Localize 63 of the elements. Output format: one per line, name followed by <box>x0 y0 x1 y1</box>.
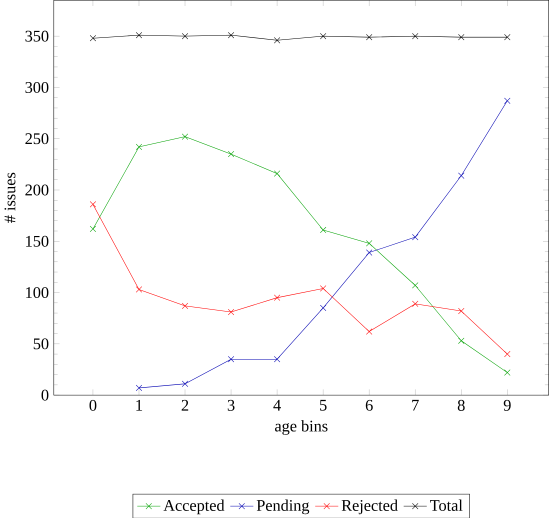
x-tick-label: 5 <box>320 400 327 410</box>
point <box>366 34 372 40</box>
x-axis-title: age bins <box>275 420 328 435</box>
y-tick-label: 0 <box>42 389 48 400</box>
y-tick-label: 300 <box>25 82 48 93</box>
point <box>458 308 464 314</box>
point <box>412 234 418 240</box>
point <box>320 226 326 233</box>
x-tick-label: 2 <box>182 400 188 410</box>
point <box>136 286 142 292</box>
legend-label: Rejected <box>342 499 398 514</box>
x-tick-label: 6 <box>366 400 373 411</box>
point <box>504 350 510 357</box>
point <box>228 356 234 362</box>
point <box>412 32 418 40</box>
legend-label: Pending <box>256 499 310 514</box>
x-tick-label: 1 <box>136 400 142 410</box>
point <box>90 34 96 42</box>
y-axis-title: # issues <box>4 172 16 223</box>
point <box>504 369 510 376</box>
point <box>136 32 142 38</box>
point <box>458 172 464 179</box>
point <box>136 384 142 391</box>
y-tick-label: 150 <box>26 236 48 247</box>
point <box>228 150 234 158</box>
x-tick-label: 9 <box>504 400 511 411</box>
x-tick-label: 8 <box>458 400 465 411</box>
point <box>504 97 510 104</box>
point <box>412 282 418 288</box>
point <box>274 294 280 301</box>
point <box>274 356 280 362</box>
y-tick-label: 100 <box>26 286 48 298</box>
x-tick-label: 7 <box>412 400 419 410</box>
point <box>228 308 234 315</box>
y-tick-label: 200 <box>25 184 48 196</box>
x-tick-label: 4 <box>273 400 281 410</box>
point <box>182 133 188 140</box>
point <box>136 144 142 150</box>
point <box>366 249 372 256</box>
point <box>320 32 326 40</box>
x-tick-label: 0 <box>90 400 96 411</box>
point <box>90 200 96 208</box>
x-tick-label: 3 <box>228 400 234 411</box>
point <box>366 328 372 334</box>
point <box>182 32 188 40</box>
point <box>366 240 372 246</box>
point <box>458 337 464 344</box>
point <box>182 302 188 309</box>
point <box>504 34 510 40</box>
legend-label: Total <box>430 499 463 511</box>
y-tick-label: 250 <box>25 133 48 144</box>
point <box>458 34 464 40</box>
point <box>320 304 326 311</box>
point <box>274 170 280 176</box>
y-tick-label: 350 <box>25 30 48 42</box>
point <box>228 32 234 38</box>
legend-label: Accepted <box>163 499 224 514</box>
y-tick-label: 50 <box>34 338 48 350</box>
point <box>90 226 96 232</box>
point <box>320 285 326 292</box>
point <box>274 36 280 44</box>
point <box>182 380 188 387</box>
point <box>412 300 418 307</box>
